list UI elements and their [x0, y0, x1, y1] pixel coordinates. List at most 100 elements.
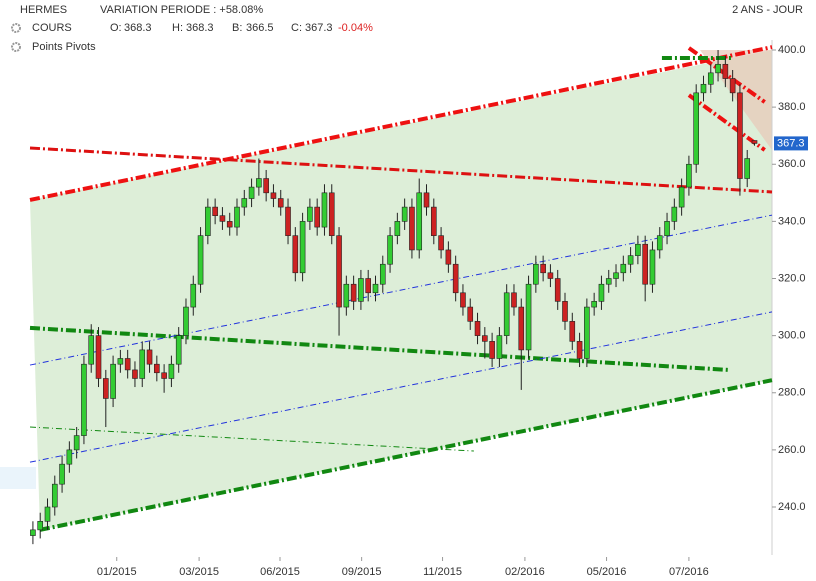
candle-body — [423, 192, 430, 208]
candle-body — [30, 529, 36, 536]
candle-body — [161, 372, 167, 379]
candle-body — [321, 192, 328, 228]
candle-body — [511, 292, 517, 308]
candle-body — [649, 249, 656, 285]
candle-body — [336, 235, 342, 308]
candle-body — [620, 263, 627, 274]
candle-body — [190, 283, 197, 308]
candle-body — [292, 235, 299, 274]
candle-body — [37, 520, 44, 531]
candle-body — [387, 235, 393, 265]
candle-body — [584, 306, 590, 359]
candle-body — [562, 301, 568, 322]
side-box — [0, 467, 36, 489]
candle-body — [467, 306, 474, 322]
candle-body — [722, 63, 729, 79]
high-label: H: — [172, 22, 183, 34]
gear-icon[interactable] — [11, 23, 21, 33]
candle-body — [73, 435, 80, 451]
candle-body — [605, 278, 612, 285]
candle-body — [751, 140, 758, 144]
candle-body — [219, 215, 226, 222]
candle-body — [95, 335, 102, 379]
close-value: 367.3 — [305, 22, 333, 34]
candle-body — [540, 263, 546, 274]
y-tick-label: 380.0 — [778, 101, 806, 113]
price-tag — [774, 136, 808, 151]
candle-body — [248, 186, 255, 199]
candle-body — [409, 206, 415, 251]
candle-body — [554, 278, 561, 302]
candle-body — [44, 506, 51, 522]
candle-body — [379, 263, 386, 285]
candle-body — [365, 278, 372, 294]
candle-body — [110, 363, 116, 399]
candle-body — [256, 178, 262, 188]
candle-body — [700, 83, 707, 94]
candle-body — [263, 178, 269, 194]
y-tick-label: 340.0 — [778, 215, 806, 227]
candle-body — [234, 206, 240, 228]
candle-body — [518, 306, 525, 351]
candle-body — [627, 255, 634, 265]
candle-body — [212, 206, 218, 216]
candle-body — [715, 63, 721, 74]
candle-body — [175, 335, 182, 365]
gear-icon[interactable] — [11, 42, 21, 52]
open-label: O: — [110, 22, 122, 34]
candle-body — [430, 206, 437, 236]
candle-body — [394, 221, 401, 236]
y-tick-label: 360.0 — [778, 158, 806, 170]
candle-body — [737, 92, 743, 179]
candle-body — [656, 235, 663, 251]
candle-body — [445, 249, 452, 265]
trendline — [29, 146, 773, 194]
candle-body — [59, 463, 65, 485]
candle-body — [103, 378, 109, 399]
trendline — [29, 426, 474, 452]
chart-title: HERMES — [20, 4, 67, 16]
low-value: 366.5 — [246, 22, 274, 34]
candle-body — [132, 369, 138, 379]
x-tick-label: 01/2015 — [97, 566, 137, 578]
candle-body — [744, 158, 751, 179]
candle-body — [729, 78, 736, 94]
candle-body — [635, 243, 641, 256]
candle-body — [307, 206, 313, 222]
x-tick-label: 05/2016 — [587, 566, 627, 578]
candle-body — [416, 192, 423, 251]
candle-body — [438, 235, 444, 251]
candle-body — [707, 72, 714, 85]
candle-body — [154, 363, 160, 374]
candle-body — [358, 278, 364, 302]
candle-body — [168, 363, 175, 379]
candle-body — [525, 283, 532, 351]
candle-body — [328, 192, 335, 236]
candle-body — [146, 349, 153, 365]
candle-body — [496, 335, 503, 359]
candle-body — [460, 292, 466, 308]
candle-body — [401, 206, 408, 222]
indicator-label: Points Pivots — [32, 41, 96, 53]
x-tick-label: 02/2016 — [505, 566, 545, 578]
candle-body — [226, 221, 233, 228]
candle-body — [88, 335, 95, 365]
trendline — [29, 214, 773, 366]
candle-body — [664, 221, 670, 236]
candle-body — [503, 292, 510, 336]
y-tick-label: 240.0 — [778, 501, 806, 513]
x-tick-label: 07/2016 — [669, 566, 709, 578]
candle-body — [372, 283, 379, 294]
x-tick-label: 09/2015 — [342, 566, 382, 578]
candle-body — [686, 163, 692, 188]
candle-body — [533, 263, 539, 285]
candle-body — [205, 206, 211, 236]
close-label: C: — [291, 22, 302, 34]
series-label: COURS — [32, 22, 72, 34]
candle-body — [569, 321, 576, 342]
y-tick-label: 300.0 — [778, 330, 806, 342]
candle-body — [314, 206, 320, 228]
subtitle: VARIATION PERIODE : +58.08% — [100, 4, 263, 16]
candle-body — [241, 198, 248, 208]
